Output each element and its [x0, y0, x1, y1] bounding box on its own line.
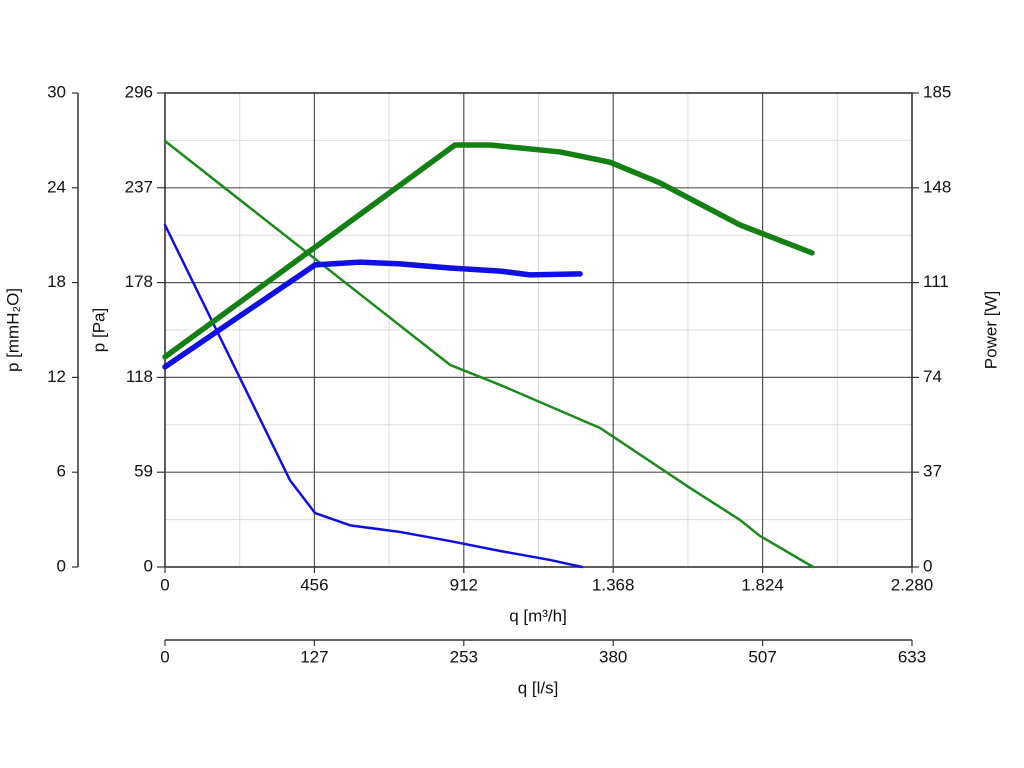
curve	[163, 223, 584, 569]
y2-tick-label: 185	[923, 82, 951, 101]
y-tick-label: 118	[126, 367, 153, 386]
y2-tick-label: 74	[923, 367, 942, 386]
y2-tick-label: 0	[923, 556, 932, 575]
y2-tick-label: 148	[923, 177, 951, 196]
y-tick-label: 237	[125, 177, 153, 196]
y-tick-label: 296	[125, 82, 153, 101]
x2-tick-label: 127	[300, 647, 328, 666]
x2-tick-label: 507	[748, 647, 776, 666]
y-tick-label: 0	[144, 556, 153, 575]
y3-tick-label: 24	[47, 177, 66, 196]
y-tick-label: 59	[134, 462, 153, 481]
y-tick-label: 178	[125, 272, 153, 291]
y3-tick-label: 18	[47, 272, 66, 291]
x-tick-label: 1.368	[592, 575, 635, 594]
x-tick-label: 456	[300, 575, 328, 594]
y3-tick-label: 0	[57, 556, 66, 575]
y2-tick-label: 37	[923, 462, 942, 481]
curve	[162, 259, 583, 370]
x2-tick-label: 633	[898, 647, 926, 666]
x2-tick-label: 253	[450, 647, 478, 666]
x-tick-label: 0	[160, 575, 169, 594]
plot-frame	[164, 92, 913, 568]
y3-axis-label: p [mmH₂O]	[3, 288, 22, 372]
x2-axis-label: q [l/s]	[518, 678, 559, 697]
y3-tick-label: 6	[57, 462, 66, 481]
y2-tick-label: 111	[923, 272, 949, 291]
curve	[163, 139, 815, 569]
y2-axis-label: Power [W]	[981, 291, 1000, 369]
curve	[162, 142, 815, 360]
x-tick-label: 2.280	[891, 575, 934, 594]
x2-tick-label: 0	[160, 647, 169, 666]
x-axis-label: q [m³/h]	[509, 606, 567, 625]
x-tick-label: 912	[450, 575, 478, 594]
x2-tick-label: 380	[599, 647, 627, 666]
y3-tick-label: 12	[47, 367, 66, 386]
y-axis-label: p [Pa]	[89, 308, 108, 352]
y3-tick-label: 30	[47, 82, 66, 101]
x-tick-label: 1.824	[741, 575, 784, 594]
